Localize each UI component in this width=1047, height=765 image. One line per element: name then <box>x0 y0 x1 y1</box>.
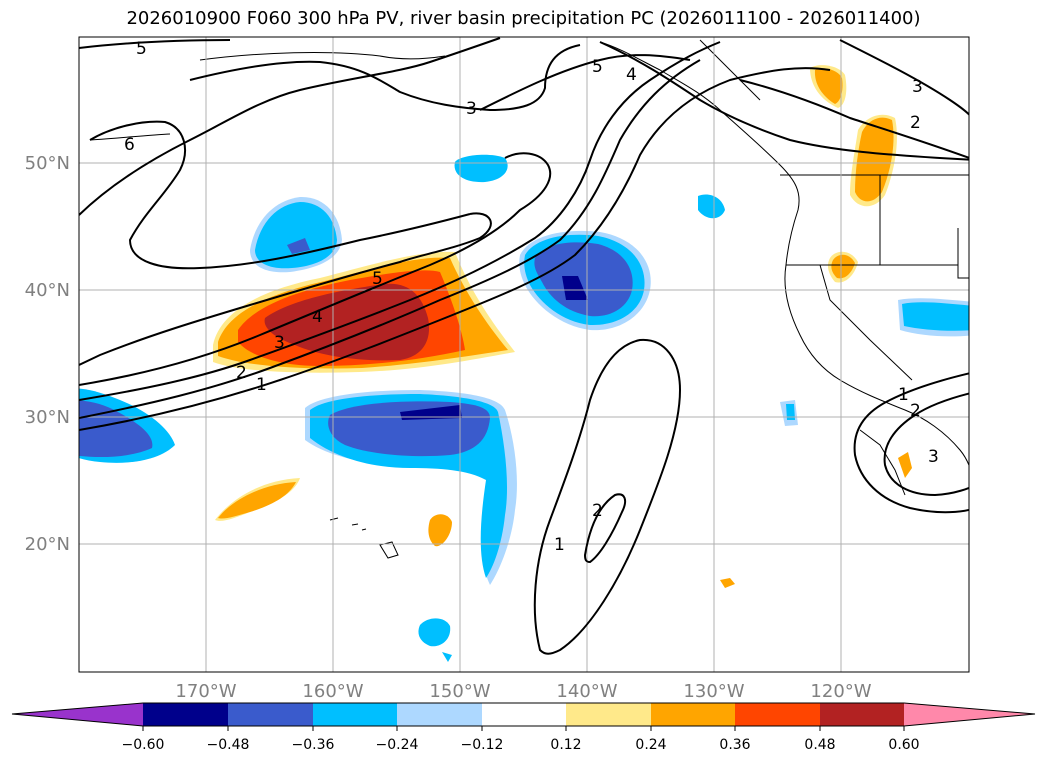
contour-label: 3 <box>274 333 285 353</box>
colorbar: −0.60 −0.48 −0.36 −0.24 −0.12 0.12 0.24 … <box>11 702 1036 753</box>
lon-tick-label: 140°W <box>556 681 617 702</box>
lon-tick-labels: 170°W 160°W 150°W 140°W 130°W 120°W <box>175 681 871 702</box>
map-title: 2026010900 F060 300 hPa PV, river basin … <box>126 8 921 29</box>
colorbar-tick-label: 0.60 <box>888 737 919 753</box>
colorbar-segment <box>820 703 904 726</box>
colorbar-extend-right <box>904 703 1035 726</box>
contour-label: 2 <box>236 363 247 383</box>
colorbar-tick-label: −0.60 <box>122 737 165 753</box>
lon-tick-label: 120°W <box>810 681 871 702</box>
contour-label: 2 <box>592 501 603 521</box>
lon-tick-label: 130°W <box>683 681 744 702</box>
colorbar-segment <box>228 703 313 726</box>
lat-tick-label: 40°N <box>25 280 70 301</box>
colorbar-segment <box>566 703 651 726</box>
contour-label: 3 <box>466 99 477 119</box>
contour-label: 1 <box>898 385 909 405</box>
colorbar-segment <box>735 703 820 726</box>
pv-contours <box>79 37 969 655</box>
contour-label: 2 <box>910 113 921 133</box>
contour-label: 5 <box>136 39 147 59</box>
lat-tick-labels: 50°N 40°N 30°N 20°N <box>25 153 70 555</box>
colorbar-segment <box>651 703 735 726</box>
colorbar-tick-label: 0.48 <box>804 737 835 753</box>
contour-label: 1 <box>554 535 565 555</box>
lat-tick-label: 50°N <box>25 153 70 174</box>
colorbar-tick-label: 0.36 <box>719 737 750 753</box>
plot-frame <box>78 36 970 673</box>
contour-label: 5 <box>592 57 603 77</box>
contour-label: 2 <box>910 401 921 421</box>
contour-label: 3 <box>912 77 923 97</box>
contour-label: 6 <box>124 135 135 155</box>
colorbar-segment <box>397 703 482 726</box>
colorbar-tick-label: 0.12 <box>550 737 581 753</box>
contour-label: 4 <box>626 65 637 85</box>
contour-label: 1 <box>256 375 267 395</box>
colorbar-tick-label: −0.48 <box>207 737 250 753</box>
colorbar-tick-label: −0.12 <box>461 737 504 753</box>
contour-labels: 5 5 6 3 4 3 2 5 4 3 2 1 1 2 2 3 1 <box>124 39 939 555</box>
lat-tick-label: 30°N <box>25 407 70 428</box>
colorbar-tick-label: 0.24 <box>635 737 666 753</box>
precip-fields <box>79 65 969 662</box>
colorbar-tick-label: −0.36 <box>292 737 335 753</box>
plot-background <box>79 37 969 672</box>
colorbar-segment <box>143 703 228 726</box>
colorbar-segment <box>313 703 397 726</box>
contour-label: 5 <box>372 269 383 289</box>
lon-tick-label: 160°W <box>302 681 363 702</box>
lon-tick-label: 170°W <box>175 681 236 702</box>
colorbar-segment <box>482 703 566 726</box>
contour-label: 4 <box>312 307 323 327</box>
colorbar-extend-left <box>12 703 143 726</box>
colorbar-tick-label: −0.24 <box>376 737 419 753</box>
lat-tick-label: 20°N <box>25 534 70 555</box>
contour-label: 3 <box>928 447 939 467</box>
lon-tick-label: 150°W <box>429 681 490 702</box>
